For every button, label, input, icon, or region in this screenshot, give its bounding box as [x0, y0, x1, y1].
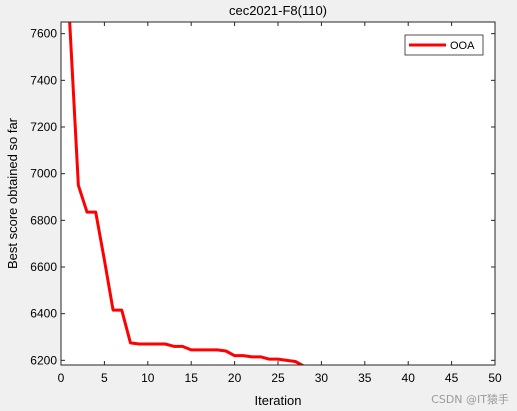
- series-layer: [68, 22, 354, 365]
- y-tick-label: 7200: [30, 120, 57, 134]
- x-tick-label: 10: [141, 371, 155, 385]
- x-tick-label: 35: [358, 371, 372, 385]
- watermark: CSDN @IT猿手: [431, 393, 509, 406]
- x-tick-label: 45: [445, 371, 459, 385]
- x-tick-label: 40: [402, 371, 416, 385]
- x-tick-label: 20: [228, 371, 242, 385]
- plot-area: [61, 22, 495, 365]
- x-axis-label: Iteration: [255, 393, 302, 408]
- y-tick-label: 6800: [30, 213, 57, 227]
- chart-title: cec2021-F8(110): [229, 3, 327, 18]
- x-tick-label: 15: [185, 371, 199, 385]
- y-tick-label: 6600: [30, 260, 57, 274]
- series-line-ooa: [68, 22, 354, 365]
- y-tick-label: 7400: [30, 73, 57, 87]
- x-tick-label: 5: [101, 371, 108, 385]
- y-axis-label: Best score obtained so far: [5, 117, 20, 269]
- x-tick-label: 0: [58, 371, 65, 385]
- y-tick-label: 7000: [30, 167, 57, 181]
- legend: OOA: [404, 34, 484, 56]
- y-tick-label: 7600: [30, 27, 57, 41]
- ticks-layer: 0 5 10 15 20 25 30 35 40 45 50 6200 6400 6600 6800 7000…: [30, 22, 502, 385]
- x-tick-label: 30: [315, 371, 329, 385]
- legend-label-ooa: OOA: [450, 40, 475, 52]
- x-tick-label: 25: [271, 371, 285, 385]
- y-tick-label: 6200: [30, 353, 57, 367]
- x-tick-label: 50: [488, 371, 502, 385]
- y-tick-label: 6400: [30, 307, 57, 321]
